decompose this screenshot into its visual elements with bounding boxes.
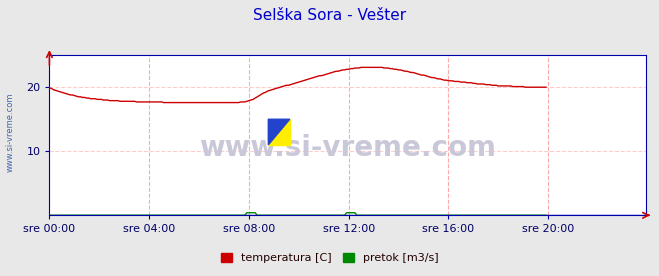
- Polygon shape: [268, 119, 290, 145]
- Text: www.si-vreme.com: www.si-vreme.com: [199, 134, 496, 162]
- Legend: temperatura [C], pretok [m3/s]: temperatura [C], pretok [m3/s]: [216, 249, 443, 268]
- Polygon shape: [268, 119, 290, 145]
- Text: www.si-vreme.com: www.si-vreme.com: [5, 93, 14, 172]
- Text: Selška Sora - Vešter: Selška Sora - Vešter: [253, 8, 406, 23]
